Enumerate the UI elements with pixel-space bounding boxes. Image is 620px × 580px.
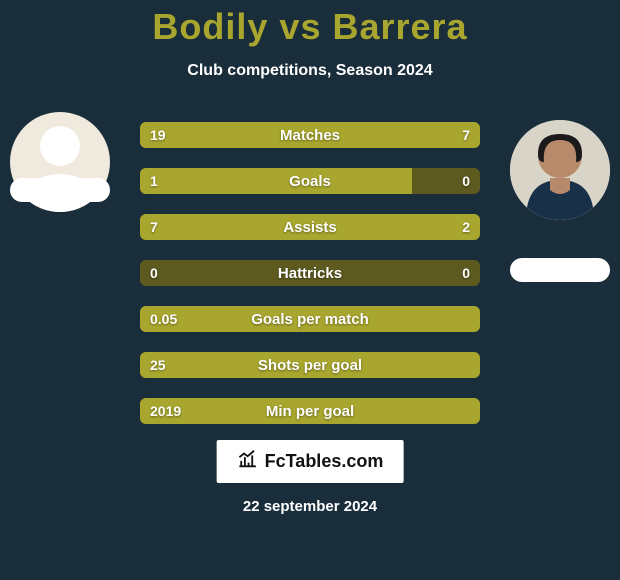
stat-label: Goals per match — [140, 306, 480, 332]
stat-value-right: 7 — [462, 122, 470, 148]
stat-label: Matches — [140, 122, 480, 148]
stat-bar: Shots per goal25 — [140, 352, 480, 378]
stat-label: Goals — [140, 168, 480, 194]
watermark: FcTables.com — [217, 440, 404, 483]
stat-value-left: 0.05 — [150, 306, 177, 332]
stat-label: Shots per goal — [140, 352, 480, 378]
stat-bar: Assists7 2 — [140, 214, 480, 240]
chart-icon — [237, 448, 259, 475]
stat-value-left: 2019 — [150, 398, 181, 424]
stat-bar: Goals per match0.05 — [140, 306, 480, 332]
stat-value-left: 1 — [150, 168, 158, 194]
stat-bars: Matches197Goals10Assists72Hattricks00Goa… — [140, 122, 480, 424]
stat-label: Min per goal — [140, 398, 480, 424]
page-title: Bodily vs Barrera — [0, 0, 620, 48]
stat-value-left: 25 — [150, 352, 166, 378]
stat-value-left: 7 — [150, 214, 158, 240]
stat-label: Assists — [140, 214, 480, 240]
stat-value-right: 0 — [462, 168, 470, 194]
stat-bar: Goals1 0 — [140, 168, 480, 194]
stat-value-right: 2 — [462, 214, 470, 240]
stat-value-right: 0 — [462, 260, 470, 286]
stat-bar: Min per goal2019 — [140, 398, 480, 424]
stat-label: Hattricks — [140, 260, 480, 286]
stat-value-left: 19 — [150, 122, 166, 148]
player-right-avatar — [510, 120, 610, 220]
stat-value-left: 0 — [150, 260, 158, 286]
watermark-text: FcTables.com — [265, 451, 384, 472]
player-left-name-pill — [10, 178, 110, 202]
stat-bar: Matches19 7 — [140, 122, 480, 148]
stat-bar: Hattricks0 0 — [140, 260, 480, 286]
date-text: 22 september 2024 — [0, 498, 620, 515]
subtitle: Club competitions, Season 2024 — [0, 62, 620, 80]
comparison-card: Bodily vs Barrera Club competitions, Sea… — [0, 0, 620, 580]
photo-icon — [510, 120, 610, 220]
player-right-name-pill — [510, 258, 610, 282]
